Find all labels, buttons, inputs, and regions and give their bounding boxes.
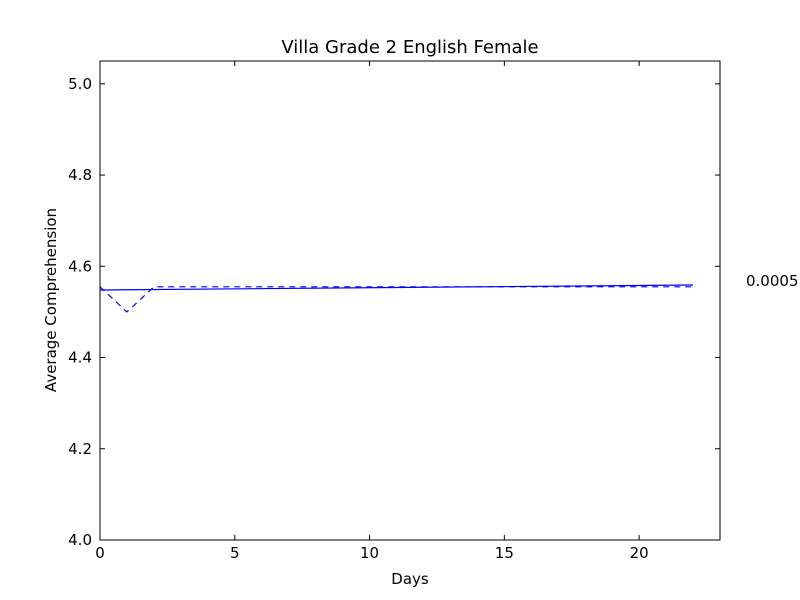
x-tick-label: 5 (230, 544, 240, 562)
y-tick-label: 5.0 (68, 75, 92, 93)
x-tick-label: 0 (95, 544, 105, 562)
x-tick-label: 10 (360, 544, 379, 562)
series-line-dashed (99, 286, 694, 313)
x-axis-label: Days (391, 570, 429, 588)
y-tick-label: 4.0 (68, 531, 92, 549)
y-tick-label: 4.4 (68, 349, 92, 367)
y-axis-label: Average Comprehension (42, 208, 60, 392)
y-tick-label: 4.6 (68, 257, 92, 275)
x-tick-label: 20 (630, 544, 649, 562)
annotation-label: 0.0005 (746, 272, 799, 290)
x-tick-label: 15 (495, 544, 514, 562)
plot-frame (99, 60, 721, 541)
plot-area: 0 5 10 15 20 4.0 4.2 4.4 4.6 4.8 5.0 (68, 60, 721, 562)
y-tick-label: 4.2 (68, 440, 92, 458)
series-line-solid (99, 284, 694, 291)
chart-title: Villa Grade 2 English Female (281, 37, 538, 58)
y-tick-label: 4.8 (68, 166, 92, 184)
